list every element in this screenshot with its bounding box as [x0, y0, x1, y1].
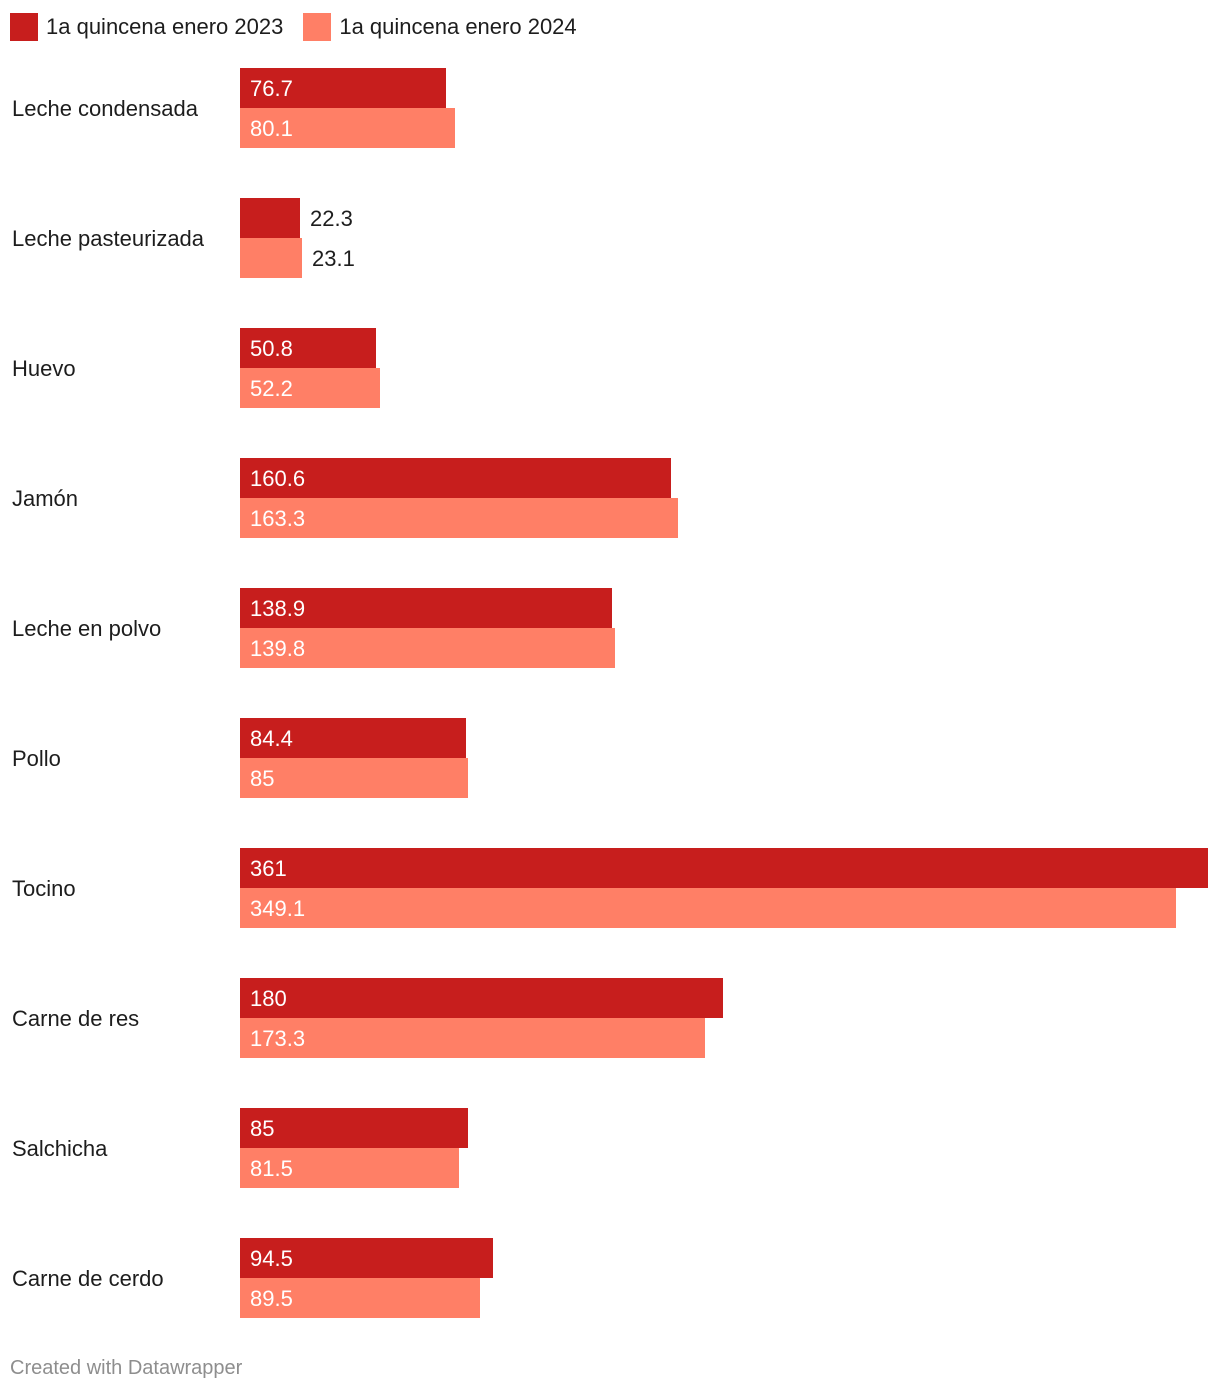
category-label: Carne de cerdo [12, 1266, 164, 1291]
value-label: 349.1 [250, 896, 305, 921]
bar-group: Pollo 84.4 85 [12, 718, 468, 798]
bar-chart: Leche condensada 76.7 80.1 Leche pasteuriza… [12, 68, 1208, 1318]
bar [240, 888, 1176, 928]
bar-group: Salchicha 85 81.5 [12, 1108, 468, 1188]
bar [240, 1238, 493, 1278]
legend-label-2023: 1a quincena enero 2023 [46, 14, 284, 39]
bar [240, 458, 671, 498]
bar [240, 1018, 705, 1058]
bar-group: Jamón 160.6 163.3 [12, 458, 678, 538]
value-label: 180 [250, 986, 287, 1011]
bar [240, 628, 615, 668]
bar [240, 68, 446, 108]
value-label: 85 [250, 1116, 274, 1141]
value-label: 50.8 [250, 336, 293, 361]
bar [240, 1108, 468, 1148]
bar [240, 368, 380, 408]
value-label: 22.3 [310, 206, 353, 231]
bar [240, 1148, 459, 1188]
legend-swatch-2024 [303, 13, 332, 41]
bar-group: Leche pasteurizada 22.3 23.1 [12, 198, 355, 278]
legend: 1a quincena enero 2023 1a quincena enero… [10, 12, 597, 42]
bar [240, 848, 1208, 888]
category-label: Leche condensada [12, 96, 199, 121]
value-label: 89.5 [250, 1286, 293, 1311]
bar [240, 238, 302, 278]
category-label: Huevo [12, 356, 76, 381]
bar-group: Carne de cerdo 94.5 89.5 [12, 1238, 493, 1318]
bar [240, 108, 455, 148]
bar [240, 1278, 480, 1318]
value-label: 52.2 [250, 376, 293, 401]
legend-item-2024: 1a quincena enero 2024 [303, 13, 577, 41]
value-label: 81.5 [250, 1156, 293, 1181]
value-label: 76.7 [250, 76, 293, 101]
value-label: 84.4 [250, 726, 293, 751]
bar [240, 588, 612, 628]
bar [240, 498, 678, 538]
category-label: Carne de res [12, 1006, 139, 1031]
category-label: Leche en polvo [12, 616, 161, 641]
legend-swatch-2023 [10, 13, 38, 41]
value-label: 80.1 [250, 116, 293, 141]
category-label: Pollo [12, 746, 61, 771]
legend-label-2024: 1a quincena enero 2024 [339, 14, 577, 39]
legend-item-2023: 1a quincena enero 2023 [10, 13, 283, 41]
bar [240, 328, 376, 368]
bar [240, 718, 466, 758]
bar-group: Leche en polvo 138.9 139.8 [12, 588, 615, 668]
value-label: 173.3 [250, 1026, 305, 1051]
category-label: Tocino [12, 876, 76, 901]
value-label: 94.5 [250, 1246, 293, 1271]
value-label: 160.6 [250, 466, 305, 491]
category-label: Jamón [12, 486, 78, 511]
category-label: Salchicha [12, 1136, 108, 1161]
bar-group: Tocino 361 349.1 [12, 848, 1208, 928]
value-label: 85 [250, 766, 274, 791]
bar [240, 198, 300, 238]
bar-group: Leche condensada 76.7 80.1 [12, 68, 455, 148]
datawrapper-credit: Created with Datawrapper [10, 1357, 243, 1379]
bar-group: Huevo 50.8 52.2 [12, 328, 380, 408]
value-label: 138.9 [250, 596, 305, 621]
bar-group: Carne de res 180 173.3 [12, 978, 723, 1058]
value-label: 361 [250, 856, 287, 881]
value-label: 23.1 [312, 246, 355, 271]
bar [240, 978, 723, 1018]
value-label: 163.3 [250, 506, 305, 531]
category-label: Leche pasteurizada [12, 226, 205, 251]
value-label: 139.8 [250, 636, 305, 661]
bar [240, 758, 468, 798]
